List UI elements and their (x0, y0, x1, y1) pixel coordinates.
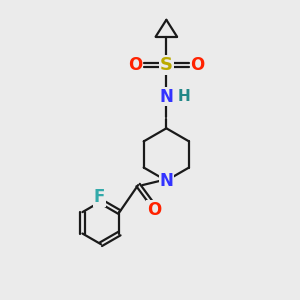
Text: O: O (128, 56, 142, 74)
Text: O: O (190, 56, 205, 74)
Text: O: O (147, 201, 162, 219)
Text: H: H (178, 89, 190, 104)
Text: N: N (159, 88, 173, 106)
Text: S: S (160, 56, 173, 74)
Text: F: F (94, 188, 105, 206)
Text: N: N (159, 172, 173, 190)
